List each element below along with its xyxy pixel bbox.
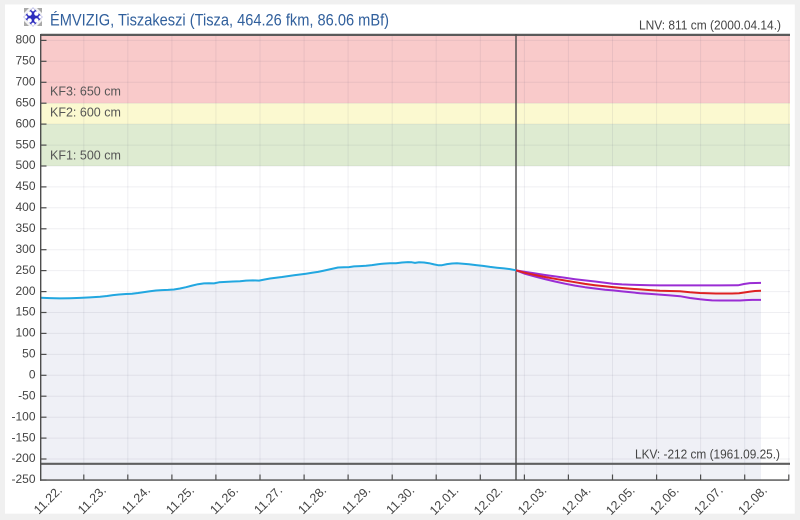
svg-text:LNV: 811 cm (2000.04.14.): LNV: 811 cm (2000.04.14.) [639, 19, 781, 33]
svg-text:-50: -50 [18, 388, 36, 402]
svg-text:150: 150 [15, 305, 35, 319]
svg-text:50: 50 [22, 347, 36, 361]
svg-text:LKV: -212 cm (1961.09.25.): LKV: -212 cm (1961.09.25.) [635, 448, 780, 462]
svg-text:KF2: 600 cm: KF2: 600 cm [50, 106, 121, 120]
svg-text:600: 600 [15, 116, 35, 130]
svg-text:-250: -250 [11, 472, 35, 486]
svg-text:250: 250 [15, 263, 35, 277]
svg-text:450: 450 [15, 179, 35, 193]
svg-text:ÉMVIZIG, Tiszakeszi (Tisza, 46: ÉMVIZIG, Tiszakeszi (Tisza, 464.26 fkm, … [50, 11, 389, 30]
svg-text:750: 750 [15, 54, 35, 68]
svg-text:100: 100 [15, 326, 35, 340]
svg-text:-150: -150 [11, 430, 35, 444]
svg-text:350: 350 [15, 221, 35, 235]
svg-text:500: 500 [15, 158, 35, 172]
svg-text:300: 300 [15, 242, 35, 256]
svg-text:550: 550 [15, 137, 35, 151]
svg-text:650: 650 [15, 95, 35, 109]
svg-text:-200: -200 [11, 451, 35, 465]
svg-text:700: 700 [15, 75, 35, 89]
svg-text:200: 200 [15, 284, 35, 298]
svg-text:KF1: 500 cm: KF1: 500 cm [50, 149, 121, 163]
svg-text:400: 400 [15, 200, 35, 214]
svg-text:0: 0 [29, 368, 36, 382]
svg-text:800: 800 [15, 33, 35, 47]
svg-text:KF3: 650 cm: KF3: 650 cm [50, 85, 121, 99]
svg-text:-100: -100 [11, 409, 35, 423]
